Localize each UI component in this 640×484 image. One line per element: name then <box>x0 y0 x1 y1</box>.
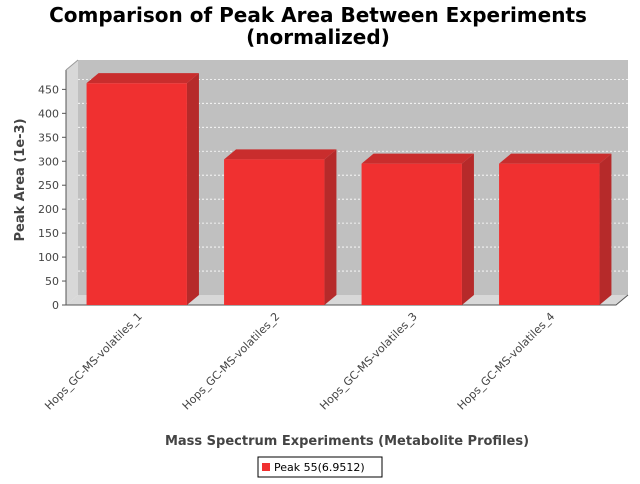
y-tick-label: 300 <box>38 155 59 168</box>
y-tick-label: 50 <box>45 275 59 288</box>
bar <box>361 163 462 305</box>
y-axis: 0 50 100 150 200 250 300 350 400 450 <box>38 83 66 312</box>
x-axis: Hops_GC-MS-volatiles_1 Hops_GC-MS-volatil… <box>42 310 557 413</box>
bar-side <box>186 73 199 305</box>
y-tick-label: 250 <box>38 179 59 192</box>
x-axis-label: Mass Spectrum Experiments (Metabolite Pr… <box>165 434 529 449</box>
bar-top <box>86 73 199 84</box>
bar-side <box>461 153 474 305</box>
plot-left-wall <box>66 60 78 305</box>
bar <box>86 83 187 305</box>
legend-label: Peak 55(6.9512) <box>274 461 365 474</box>
bar-top <box>361 153 474 164</box>
chart-title-line-1: Comparison of Peak Area Between Experime… <box>49 3 587 27</box>
y-tick-label: 200 <box>38 203 59 216</box>
legend-swatch <box>262 463 270 471</box>
bars <box>86 73 612 305</box>
bar-side <box>324 149 337 305</box>
plot-background <box>65 59 629 306</box>
y-tick-label: 100 <box>38 251 59 264</box>
bar-top <box>224 149 337 160</box>
plot-back-wall <box>78 60 628 295</box>
x-tick-label: Hops_GC-MS-volatiles_1 <box>42 310 145 413</box>
y-tick-label: 400 <box>38 107 59 120</box>
bar-side <box>599 153 612 305</box>
plot-frame-top-edge <box>65 59 79 71</box>
legend-box <box>257 456 383 478</box>
x-tick-label: Hops_GC-MS-volatiles_2 <box>180 310 283 413</box>
bar <box>224 159 325 305</box>
x-tick-label: Hops_GC-MS-volatiles_4 <box>455 310 558 413</box>
chart-title-line-2: (normalized) <box>246 25 390 49</box>
legend: Peak 55(6.9512) <box>257 456 383 478</box>
y-tick-label: 450 <box>38 83 59 96</box>
plot-frame <box>65 70 629 306</box>
bar-top <box>499 153 612 164</box>
y-tick-label: 0 <box>52 299 59 312</box>
bar <box>499 163 600 305</box>
y-tick-label: 350 <box>38 131 59 144</box>
y-axis-label: Peak Area (1e-3) <box>13 118 28 241</box>
plot-floor <box>66 295 628 305</box>
x-tick-label: Hops_GC-MS-volatiles_3 <box>317 310 420 413</box>
y-tick-label: 150 <box>38 227 59 240</box>
